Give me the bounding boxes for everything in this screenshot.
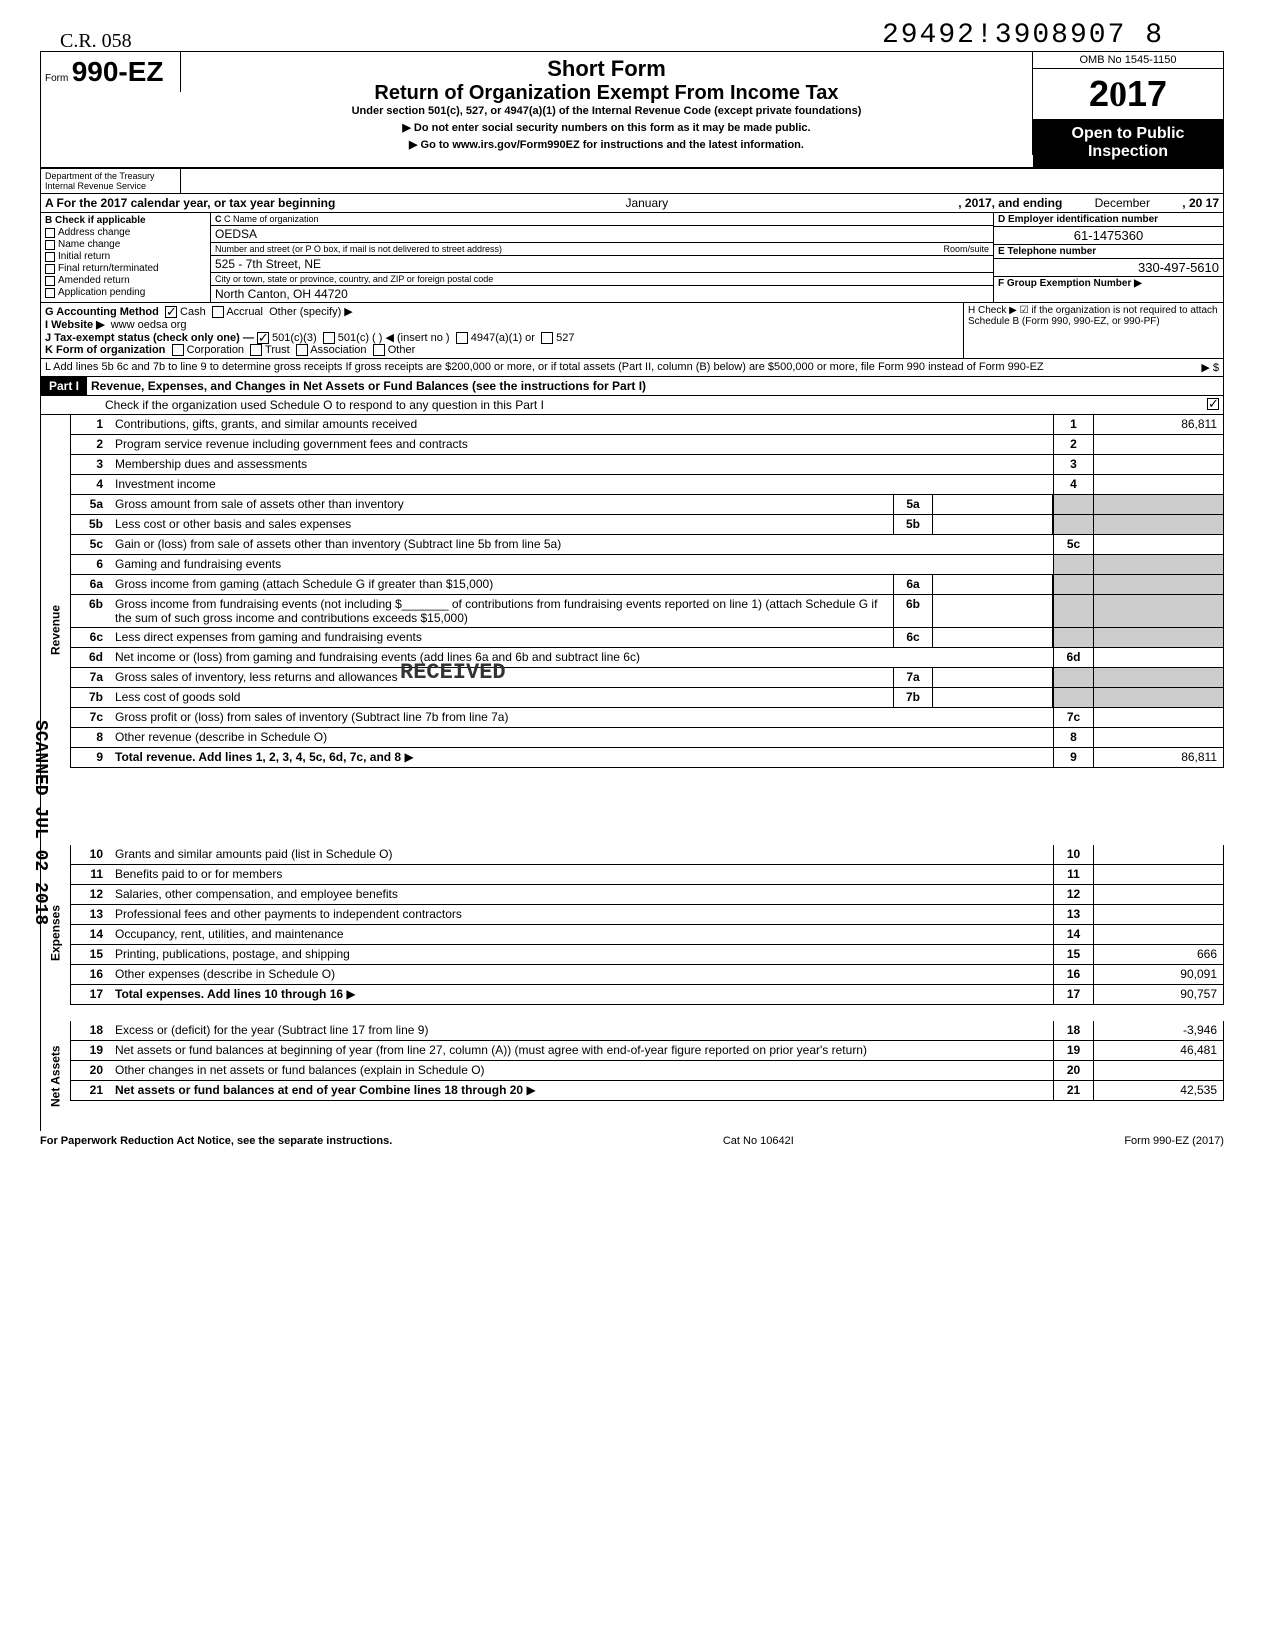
- omb-number: OMB No 1545-1150: [1033, 52, 1223, 69]
- line-6b: 6bGross income from fundraising events (…: [70, 595, 1224, 628]
- line-15: 15Printing, publications, postage, and s…: [70, 945, 1224, 965]
- footer: For Paperwork Reduction Act Notice, see …: [40, 1131, 1224, 1151]
- line-12: 12Salaries, other compensation, and empl…: [70, 885, 1224, 905]
- line-g: G Accounting Method Cash Accrual Other (…: [45, 305, 959, 318]
- line-11: 11Benefits paid to or for members 11: [70, 865, 1224, 885]
- chk-accrual[interactable]: [212, 306, 224, 318]
- line-6c: 6cLess direct expenses from gaming and f…: [70, 628, 1224, 648]
- line-a: A For the 2017 calendar year, or tax yea…: [40, 194, 1224, 213]
- chk-application-pending[interactable]: Application pending: [45, 287, 206, 298]
- org-address: 525 - 7th Street, NE: [215, 257, 321, 271]
- line-19: 19Net assets or fund balances at beginni…: [70, 1041, 1224, 1061]
- line-j: J Tax-exempt status (check only one) — 5…: [45, 331, 959, 344]
- org-info: C C Name of organization OEDSA Number an…: [211, 213, 993, 302]
- chk-initial-return[interactable]: Initial return: [45, 251, 206, 262]
- title-warn: ▶ Do not enter social security numbers o…: [189, 121, 1024, 134]
- line-i: I Website ▶ www oedsa org: [45, 318, 959, 331]
- line-7c: 7cGross profit or (loss) from sales of i…: [70, 708, 1224, 728]
- chk-501c3[interactable]: [257, 332, 269, 344]
- line-k: K Form of organization Corporation Trust…: [45, 344, 959, 356]
- title-return: Return of Organization Exempt From Incom…: [189, 82, 1024, 105]
- line-16: 16Other expenses (describe in Schedule O…: [70, 965, 1224, 985]
- line-8: 8Other revenue (describe in Schedule O) …: [70, 728, 1224, 748]
- line-6a: 6aGross income from gaming (attach Sched…: [70, 575, 1224, 595]
- open-public: Open to Public Inspection: [1033, 119, 1223, 167]
- line-h: H Check ▶ ☑ if the organization is not r…: [963, 303, 1223, 358]
- line-18: 18Excess or (deficit) for the year (Subt…: [70, 1021, 1224, 1041]
- form-number: 990-EZ: [72, 56, 164, 87]
- document-number: 29492!3908907 8: [40, 20, 1224, 51]
- line-1: 1Contributions, gifts, grants, and simil…: [70, 415, 1224, 435]
- tax-year: 20201717: [1033, 69, 1223, 119]
- line-6: 6Gaming and fundraising events: [70, 555, 1224, 575]
- ein: 61-1475360: [998, 228, 1219, 243]
- chk-name-change[interactable]: Name change: [45, 239, 206, 250]
- org-name: OEDSA: [215, 227, 257, 241]
- scanned-stamp: SCANNED JUL 02 2018: [30, 720, 50, 925]
- line-4: 4Investment income 4: [70, 475, 1224, 495]
- line-14: 14Occupancy, rent, utilities, and mainte…: [70, 925, 1224, 945]
- chk-cash[interactable]: [165, 306, 177, 318]
- phone: 330-497-5610: [998, 260, 1219, 275]
- side-netassets: Net Assets: [40, 1021, 70, 1131]
- dept-treasury: Department of the TreasuryInternal Reven…: [41, 169, 181, 193]
- line-3: 3Membership dues and assessments 3: [70, 455, 1224, 475]
- form-prefix: Form: [45, 73, 68, 84]
- title-under: Under section 501(c), 527, or 4947(a)(1)…: [189, 105, 1024, 117]
- part1-label: Part I: [41, 377, 87, 395]
- line-17: 17Total expenses. Add lines 10 through 1…: [70, 985, 1224, 1005]
- line-6d: 6dNet income or (loss) from gaming and f…: [70, 648, 1224, 668]
- line-5c: 5cGain or (loss) from sale of assets oth…: [70, 535, 1224, 555]
- part1-title: Revenue, Expenses, and Changes in Net As…: [87, 377, 1223, 395]
- line-7b: 7bLess cost of goods sold 7b: [70, 688, 1224, 708]
- line-5a: 5aGross amount from sale of assets other…: [70, 495, 1224, 515]
- form-header: Form 990-EZ Short Form Return of Organiz…: [40, 51, 1224, 169]
- chk-final-return[interactable]: Final return/terminated: [45, 263, 206, 274]
- section-b-checkboxes: B Check if applicable Address change Nam…: [41, 213, 211, 302]
- stamp: C.R. 058: [60, 30, 132, 53]
- line-20: 20Other changes in net assets or fund ba…: [70, 1061, 1224, 1081]
- title-goto: ▶ Go to www.irs.gov/Form990EZ for instru…: [189, 138, 1024, 151]
- line-9: 9Total revenue. Add lines 1, 2, 3, 4, 5c…: [70, 748, 1224, 768]
- line-5b: 5bLess cost or other basis and sales exp…: [70, 515, 1224, 535]
- line-13: 13Professional fees and other payments t…: [70, 905, 1224, 925]
- line-21: 21Net assets or fund balances at end of …: [70, 1081, 1224, 1101]
- line-10: 10Grants and similar amounts paid (list …: [70, 845, 1224, 865]
- org-city: North Canton, OH 44720: [215, 287, 348, 301]
- right-info: D Employer identification number 61-1475…: [993, 213, 1223, 302]
- title-short: Short Form: [189, 56, 1024, 82]
- chk-amended-return[interactable]: Amended return: [45, 275, 206, 286]
- part1-check-text: Check if the organization used Schedule …: [105, 398, 544, 412]
- line-2: 2Program service revenue including gover…: [70, 435, 1224, 455]
- chk-address-change[interactable]: Address change: [45, 227, 206, 238]
- chk-schedule-o[interactable]: [1207, 398, 1219, 410]
- line-7a: 7aGross sales of inventory, less returns…: [70, 668, 1224, 688]
- line-l: L Add lines 5b 6c and 7b to line 9 to de…: [45, 361, 1119, 374]
- received-stamp: RECEIVED: [400, 660, 506, 685]
